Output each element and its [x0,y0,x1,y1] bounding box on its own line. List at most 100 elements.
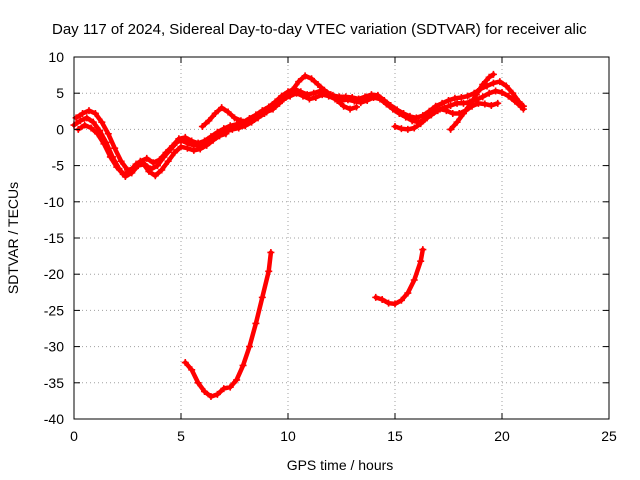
data-point [156,156,164,164]
data-point [487,102,495,110]
x-tick-label: 25 [601,428,617,444]
data-point [397,296,405,304]
data-point [143,154,151,162]
data-point [220,385,228,393]
data-point [438,99,446,107]
data-point [387,102,395,110]
x-axis-label: GPS time / hours [287,457,394,473]
data-point [479,81,487,89]
data-point [485,73,493,81]
data-point [320,86,328,94]
data-point [177,143,185,151]
y-tick-label: -25 [44,302,64,318]
data-point [361,93,369,101]
data-point [245,343,253,351]
data-point [233,120,241,128]
data-point [209,136,217,144]
data-point [188,137,196,145]
data-point [216,132,224,140]
data-point [162,149,170,157]
data-point [168,142,176,150]
data-point [297,88,305,96]
data-point [417,120,425,128]
data-point [220,125,228,133]
data-point [181,133,189,141]
data-point [391,123,399,131]
data-point [412,114,420,122]
data-point [224,108,232,116]
data-point [106,153,114,161]
data-point [256,111,264,119]
data-point [342,93,350,101]
data-point [374,91,382,99]
data-point [515,98,523,106]
data-point [89,118,97,126]
data-point [145,167,153,175]
y-tick-label: 0 [56,121,64,137]
axes: 0 5 10 15 20 25 -40 -35 -30 -25 -20 -15 -10 -5 0 5 10 [44,49,617,444]
data-point [87,124,95,132]
data-point [201,137,209,145]
data-point [485,89,493,97]
data-point [201,387,209,395]
data-point [226,122,234,130]
data-point [239,361,247,369]
data-point [151,172,159,180]
data-point [400,109,408,117]
chart-title: Day 117 of 2024, Sidereal Day-to-day VTE… [52,21,587,38]
data-point [457,94,465,102]
y-tick-label: -30 [44,339,64,355]
data-point [483,82,491,90]
data-point [333,96,341,104]
data-point [91,109,99,117]
data-point [308,75,316,83]
data-point [258,293,266,301]
data-point [335,93,343,101]
data-point [492,87,500,95]
data-point [406,112,414,120]
data-point [481,100,489,108]
series-arc-5 [447,70,497,133]
data-point [282,94,290,102]
data-point [404,289,412,297]
data-point [194,379,202,387]
data-point [218,104,226,112]
data-point [509,89,517,97]
series-arc-1b [72,78,527,174]
data-point [158,166,166,174]
data-point [442,107,450,115]
data-point [85,107,93,115]
x-tick-label: 10 [280,428,296,444]
data-point [314,81,322,89]
data-point [222,130,230,138]
data-point [453,118,461,126]
data-point [295,78,303,86]
data-point [327,91,335,99]
data-point [213,390,221,398]
data-point [479,93,487,101]
data-point [250,115,258,123]
y-tick-label: -15 [44,230,64,246]
data-point [312,94,320,102]
data-point [447,102,455,110]
data-point [519,102,527,110]
data-point [263,108,271,116]
x-tick-label: 20 [494,428,510,444]
data-point [81,121,89,129]
data-point [76,117,84,125]
data-point [104,130,112,138]
data-point [417,257,425,265]
data-point [372,293,380,301]
data-point [83,114,91,122]
data-point [79,109,87,117]
data-point [305,95,313,103]
series-line [448,72,496,132]
data-point [391,300,399,308]
data-point [459,99,467,107]
data-point [203,141,211,149]
data-point [397,125,405,133]
y-tick-label: -35 [44,375,64,391]
data-point [423,114,431,122]
data-point [410,124,418,132]
data-point [464,92,472,100]
